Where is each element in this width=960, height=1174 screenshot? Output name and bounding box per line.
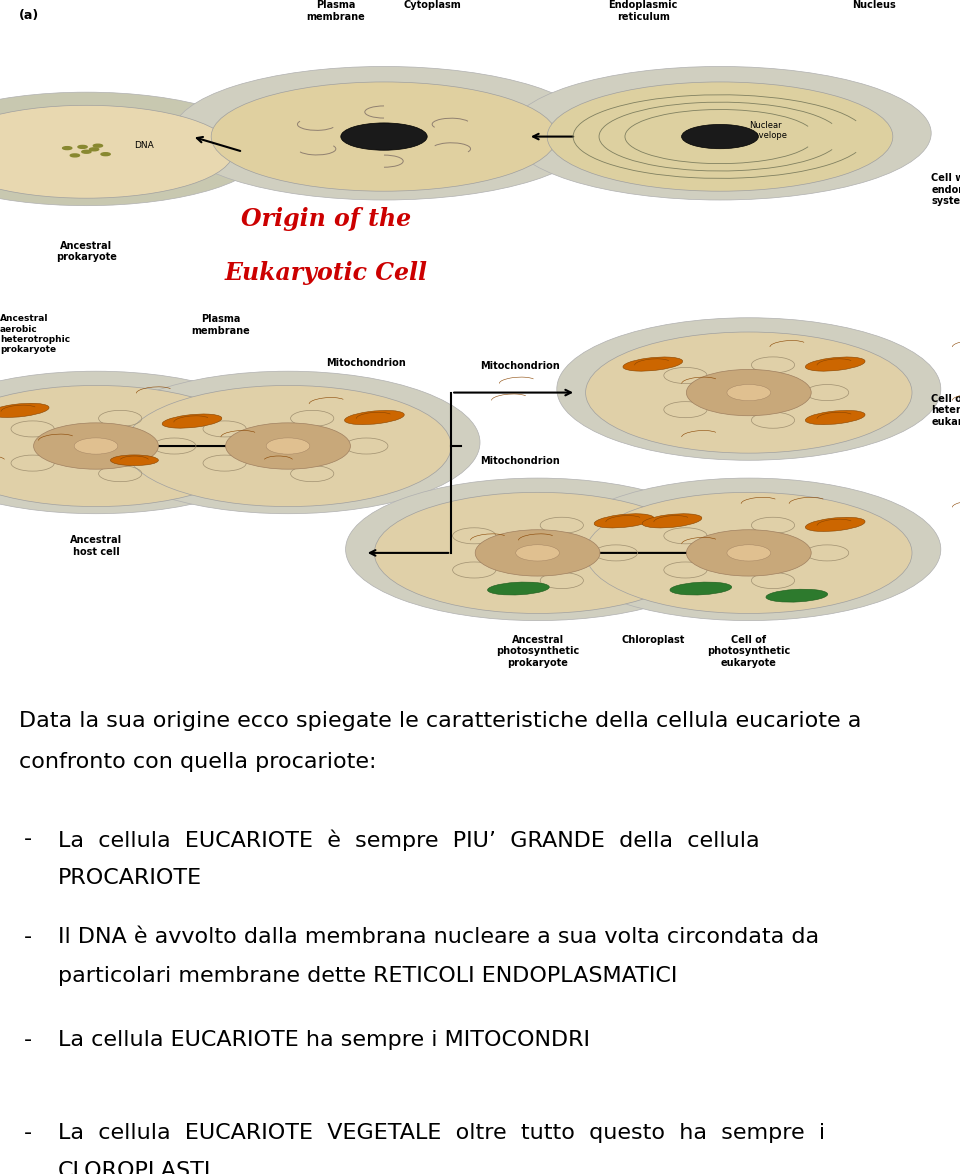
Circle shape xyxy=(62,147,72,149)
Ellipse shape xyxy=(594,514,654,528)
Text: La  cellula  EUCARIOTE  è  sempre  PIU’  GRANDE  della  cellula: La cellula EUCARIOTE è sempre PIU’ GRAND… xyxy=(58,830,759,851)
Circle shape xyxy=(586,492,912,614)
Ellipse shape xyxy=(805,411,865,425)
Ellipse shape xyxy=(642,514,702,528)
Text: Mitochondrion: Mitochondrion xyxy=(480,456,560,466)
Text: Ancestral
photosynthetic
prokaryote: Ancestral photosynthetic prokaryote xyxy=(496,635,579,668)
Circle shape xyxy=(0,371,288,514)
Text: Cell of
photosynthetic
eukaryote: Cell of photosynthetic eukaryote xyxy=(708,635,790,668)
Ellipse shape xyxy=(0,404,49,418)
Circle shape xyxy=(686,529,811,576)
Circle shape xyxy=(346,478,730,621)
Text: Cell with
endomembrane
system: Cell with endomembrane system xyxy=(931,173,960,207)
Circle shape xyxy=(78,146,87,148)
Circle shape xyxy=(93,144,103,147)
Circle shape xyxy=(516,545,560,561)
Text: Il DNA è avvolto dalla membrana nucleare a sua volta circondata da: Il DNA è avvolto dalla membrana nucleare… xyxy=(58,927,819,947)
Text: -: - xyxy=(24,927,32,947)
Circle shape xyxy=(557,318,941,460)
Circle shape xyxy=(547,82,893,191)
Circle shape xyxy=(74,438,118,454)
Text: DNA: DNA xyxy=(134,141,155,150)
Ellipse shape xyxy=(162,414,222,429)
Circle shape xyxy=(89,148,99,150)
Ellipse shape xyxy=(623,357,683,371)
Text: Origin of the: Origin of the xyxy=(241,207,412,230)
Text: Mitochondrion: Mitochondrion xyxy=(326,358,406,367)
Text: Nucleus: Nucleus xyxy=(852,0,896,11)
Circle shape xyxy=(266,438,310,454)
Text: Plasma
membrane: Plasma membrane xyxy=(191,315,251,336)
Circle shape xyxy=(70,154,80,157)
Text: -: - xyxy=(24,830,32,850)
Ellipse shape xyxy=(805,357,865,371)
Circle shape xyxy=(586,332,912,453)
Ellipse shape xyxy=(766,589,828,602)
Ellipse shape xyxy=(110,454,158,466)
Text: PROCARIOTE: PROCARIOTE xyxy=(58,868,202,888)
Text: Plasma
membrane: Plasma membrane xyxy=(306,0,366,21)
Text: Ancestral
prokaryote: Ancestral prokaryote xyxy=(56,241,117,262)
Circle shape xyxy=(173,67,595,200)
Text: particolari membrane dette RETICOLI ENDOPLASMATICI: particolari membrane dette RETICOLI ENDO… xyxy=(58,966,677,986)
Text: Data la sua origine ecco spiegate le caratteristiche della cellula eucariote a: Data la sua origine ecco spiegate le car… xyxy=(19,711,861,731)
Text: La cellula EUCARIOTE ha sempre i MITOCONDRI: La cellula EUCARIOTE ha sempre i MITOCON… xyxy=(58,1030,589,1050)
Circle shape xyxy=(686,370,811,416)
Circle shape xyxy=(727,545,771,561)
Text: La  cellula  EUCARIOTE  VEGETALE  oltre  tutto  questo  ha  sempre  i: La cellula EUCARIOTE VEGETALE oltre tutt… xyxy=(58,1122,825,1142)
Text: -: - xyxy=(24,1030,32,1050)
Circle shape xyxy=(226,423,350,470)
Text: Nuclear
envelope: Nuclear envelope xyxy=(749,121,788,140)
Text: Eukaryotic Cell: Eukaryotic Cell xyxy=(225,261,428,285)
Ellipse shape xyxy=(488,582,549,595)
Text: Ancestral
aerobic
heterotrophic
prokaryote: Ancestral aerobic heterotrophic prokaryo… xyxy=(0,315,70,355)
Circle shape xyxy=(341,123,427,150)
Circle shape xyxy=(82,150,91,154)
Circle shape xyxy=(34,423,158,470)
Text: -: - xyxy=(24,1122,32,1142)
Ellipse shape xyxy=(345,411,404,425)
Circle shape xyxy=(0,106,233,198)
Circle shape xyxy=(509,67,931,200)
Circle shape xyxy=(101,153,110,156)
Circle shape xyxy=(374,492,701,614)
Circle shape xyxy=(211,82,557,191)
Circle shape xyxy=(96,371,480,514)
Circle shape xyxy=(0,385,259,507)
Text: Cell of
heterotrophic
eukaryote: Cell of heterotrophic eukaryote xyxy=(931,393,960,427)
Circle shape xyxy=(125,385,451,507)
Text: (a): (a) xyxy=(19,9,39,22)
Circle shape xyxy=(475,529,600,576)
Circle shape xyxy=(682,124,758,149)
Circle shape xyxy=(0,92,266,205)
Text: confronto con quella procariote:: confronto con quella procariote: xyxy=(19,753,376,772)
Ellipse shape xyxy=(805,518,865,532)
Text: Ancestral
host cell: Ancestral host cell xyxy=(70,535,122,556)
Circle shape xyxy=(727,384,771,400)
Text: Cytoplasm: Cytoplasm xyxy=(403,0,461,11)
Text: Chloroplast: Chloroplast xyxy=(621,635,684,645)
Text: CLOROPLASTI: CLOROPLASTI xyxy=(58,1161,211,1174)
Text: Mitochondrion: Mitochondrion xyxy=(480,362,560,371)
Text: Endoplasmic
reticulum: Endoplasmic reticulum xyxy=(609,0,678,21)
Ellipse shape xyxy=(670,582,732,595)
Circle shape xyxy=(557,478,941,621)
